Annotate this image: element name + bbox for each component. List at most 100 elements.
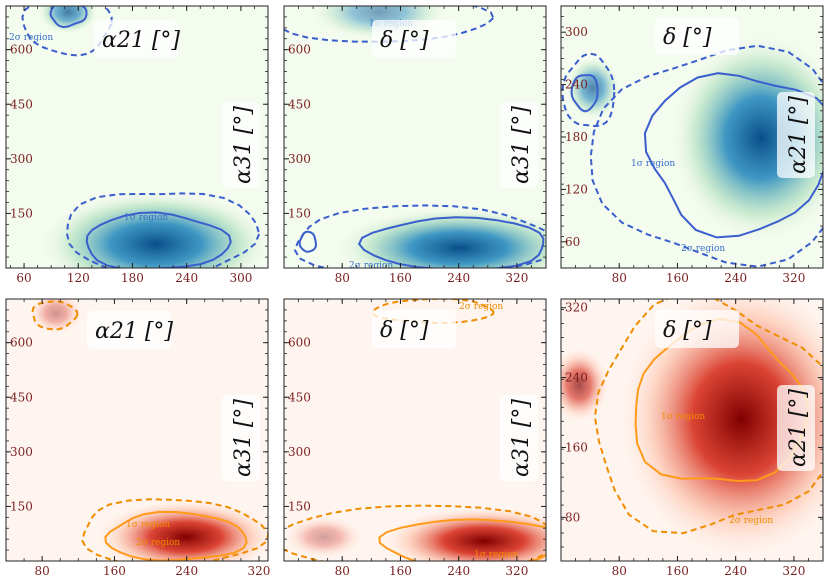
y-tick-label: 80 bbox=[565, 510, 580, 524]
y-tick-label: 240 bbox=[565, 371, 588, 385]
y-tick-label: 600 bbox=[288, 43, 311, 57]
contour-1sigma bbox=[85, 211, 232, 268]
contour-1sigma bbox=[357, 216, 545, 268]
density-peak bbox=[38, 6, 98, 34]
y-tick-label: 320 bbox=[565, 301, 588, 315]
x-tick-label: 160 bbox=[389, 271, 412, 285]
x-tick-label: 240 bbox=[175, 271, 198, 285]
x-tick-label: 160 bbox=[103, 564, 126, 578]
density-peak bbox=[284, 515, 365, 559]
x-axis-label: δ [°] bbox=[380, 28, 429, 53]
panel-6: 1σ region 2σ region 80 160 240 320 80 160 240 320… bbox=[560, 298, 824, 578]
density-peak bbox=[382, 506, 546, 561]
x-tick-label: 180 bbox=[121, 271, 144, 285]
x-tick-label: 80 bbox=[34, 564, 49, 578]
y-tick-label: 180 bbox=[565, 130, 588, 144]
y-tick-label: 600 bbox=[288, 336, 311, 350]
xlabel-box bbox=[655, 17, 739, 55]
contour-label: 1σ region bbox=[631, 159, 675, 169]
x-axis-label: δ [°] bbox=[380, 318, 429, 343]
x-tick-label: 240 bbox=[447, 271, 470, 285]
xlabel-box bbox=[372, 310, 456, 348]
ylabel-box bbox=[777, 92, 815, 178]
contour-label: 2σ region bbox=[9, 33, 53, 43]
density-peak bbox=[337, 207, 546, 268]
density-peak bbox=[29, 299, 83, 335]
contour-1sigma bbox=[634, 317, 810, 483]
contour-2sigma bbox=[21, 6, 113, 57]
y-tick-label: 450 bbox=[288, 97, 311, 111]
x-tick-label: 240 bbox=[175, 564, 198, 578]
density-peak bbox=[41, 191, 268, 268]
contour-1sigma bbox=[378, 518, 546, 561]
contour-2sigma bbox=[66, 192, 261, 268]
contour-1sigma bbox=[49, 6, 88, 29]
contour-2sigma bbox=[81, 498, 268, 561]
ylabel-box bbox=[500, 102, 538, 188]
y-tick-label: 450 bbox=[10, 390, 33, 404]
contour-2sigma bbox=[371, 299, 495, 324]
ylabel-box bbox=[222, 102, 260, 188]
x-tick-label: 320 bbox=[248, 564, 271, 578]
y-axis-label: α31 [°] bbox=[509, 399, 534, 477]
density-peak bbox=[561, 347, 609, 423]
panel-1: 1σ region 2σ region 60 120 180 240 300 150 300 45… bbox=[5, 5, 269, 285]
panel-5: 2σ region 1σ region 80 160 240 320 150 300 450 60… bbox=[283, 298, 547, 578]
y-tick-label: 150 bbox=[10, 206, 33, 220]
contour-label: 1σ region bbox=[661, 412, 705, 422]
x-axis-label: δ [°] bbox=[663, 25, 712, 50]
y-tick-label: 300 bbox=[288, 445, 311, 459]
contour-1sigma bbox=[298, 230, 318, 253]
y-tick-label: 300 bbox=[288, 152, 311, 166]
xlabel-box bbox=[372, 20, 456, 58]
y-tick-label: 450 bbox=[288, 390, 311, 404]
ylabel-box bbox=[222, 395, 260, 481]
x-tick-label: 80 bbox=[612, 564, 627, 578]
x-tick-label: 240 bbox=[724, 271, 747, 285]
panel-3: 1σ region 2σ region 80 160 240 320 60 120 180 240… bbox=[560, 5, 824, 285]
x-tick-label: 80 bbox=[335, 271, 350, 285]
contour-label: 1σ region bbox=[124, 213, 168, 223]
x-tick-label: 80 bbox=[612, 271, 627, 285]
y-tick-label: 600 bbox=[10, 43, 33, 57]
contour-label: 1σ region bbox=[474, 550, 518, 560]
x-axis-label: α21 [°] bbox=[95, 319, 173, 344]
y-tick-label: 240 bbox=[565, 78, 588, 92]
contour-2sigma bbox=[284, 504, 546, 561]
x-tick-label: 320 bbox=[782, 271, 805, 285]
contour-label: 2σ region bbox=[459, 302, 503, 312]
x-tick-label: 320 bbox=[505, 564, 528, 578]
contour-1sigma bbox=[570, 74, 599, 113]
y-axis-label: α31 [°] bbox=[509, 106, 534, 184]
x-tick-label: 320 bbox=[782, 564, 805, 578]
x-tick-label: 240 bbox=[724, 564, 747, 578]
x-tick-label: 300 bbox=[229, 271, 252, 285]
y-tick-label: 300 bbox=[565, 25, 588, 39]
y-tick-label: 160 bbox=[565, 440, 588, 454]
y-axis-label: α21 [°] bbox=[786, 389, 811, 467]
contour-label: 2σ region bbox=[729, 516, 773, 526]
ylabel-box bbox=[500, 395, 538, 481]
y-tick-label: 600 bbox=[10, 336, 33, 350]
x-tick-label: 160 bbox=[666, 564, 689, 578]
panel-4: 1σ region 2σ region 80 160 240 320 150 300 450 60… bbox=[5, 298, 271, 578]
y-axis-label: α31 [°] bbox=[231, 106, 256, 184]
contour-2sigma bbox=[293, 204, 546, 268]
y-tick-label: 150 bbox=[288, 499, 311, 513]
x-tick-label: 240 bbox=[447, 564, 470, 578]
y-tick-label: 150 bbox=[288, 206, 311, 220]
y-tick-label: 120 bbox=[565, 182, 588, 196]
x-tick-label: 320 bbox=[505, 271, 528, 285]
contour-label: 1σ region bbox=[126, 520, 170, 530]
x-axis-label: δ [°] bbox=[663, 318, 712, 343]
contour-label: 2σ region bbox=[349, 261, 393, 271]
x-tick-label: 60 bbox=[16, 271, 31, 285]
y-tick-label: 150 bbox=[10, 499, 33, 513]
y-axis-label: α31 [°] bbox=[231, 399, 256, 477]
contour-2sigma bbox=[561, 52, 616, 128]
contour-1sigma bbox=[643, 72, 823, 239]
x-tick-label: 160 bbox=[666, 271, 689, 285]
y-axis-label: α21 [°] bbox=[786, 96, 811, 174]
